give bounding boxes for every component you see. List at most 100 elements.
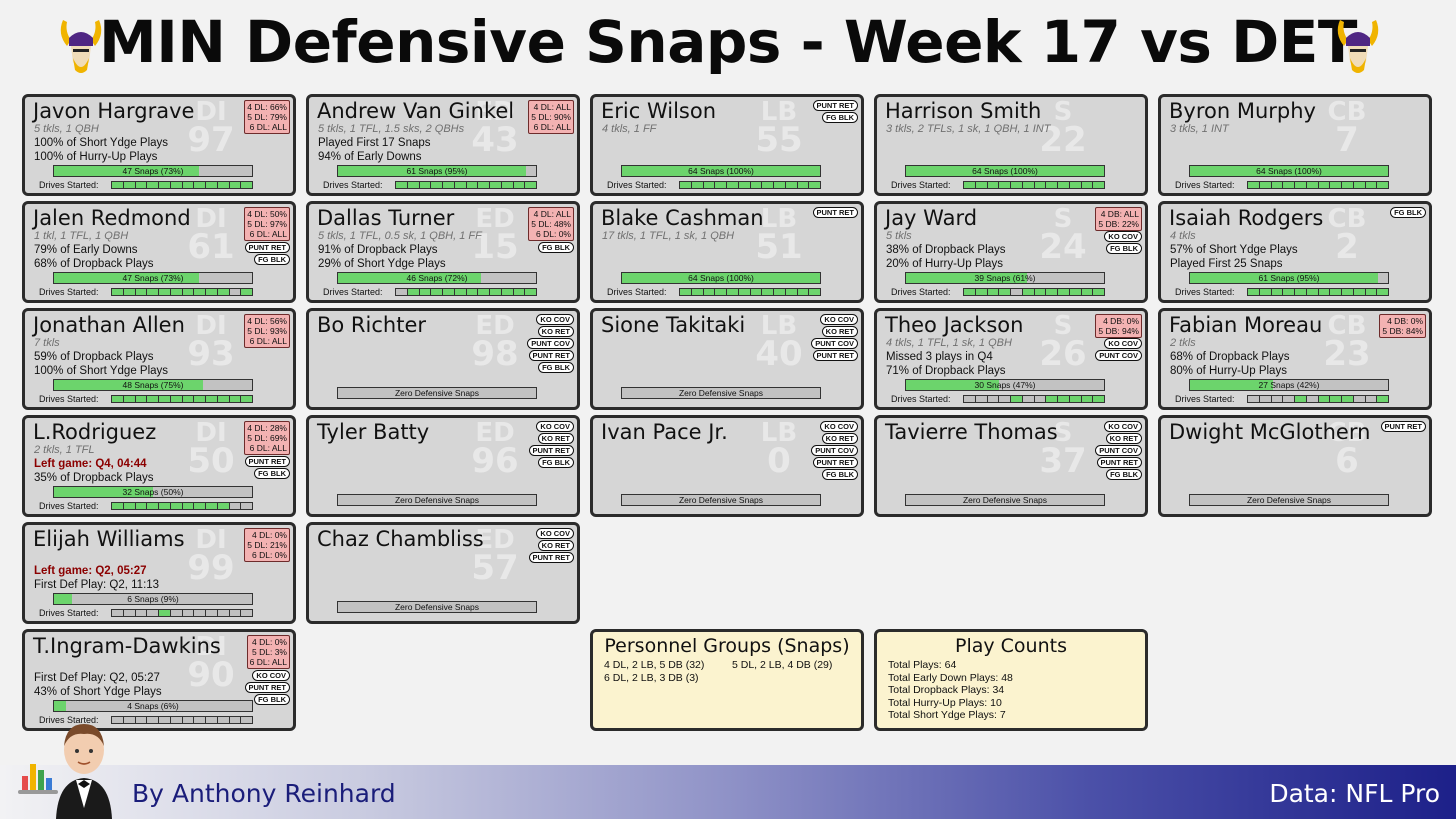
player-card: LB 55 Eric Wilson 4 tkls, 1 FF PUNT RET FG BL… — [590, 94, 864, 196]
drives-started-track — [1247, 288, 1389, 296]
jersey-watermark: S 37 — [1033, 420, 1093, 478]
player-name: Andrew Van Ginkel — [317, 99, 515, 123]
drive-segment — [206, 289, 218, 295]
play-counts-panel: Play Counts Total Plays: 64 Total Early … — [874, 629, 1148, 731]
position-watermark: LB — [760, 204, 798, 234]
snap-bar-fill — [54, 487, 153, 497]
player-stats: 4 tkls, 1 FF — [602, 123, 657, 135]
drive-segment — [691, 182, 704, 188]
play-count-item: Total Plays: 64 — [888, 659, 957, 671]
jersey-watermark: S 22 — [1033, 99, 1093, 157]
drive-segment — [785, 289, 798, 295]
special-teams-tag: PUNT RET — [528, 350, 574, 361]
player-card: ED 15 Dallas Turner 5 tkls, 1 TFL, 0.5 sk, … — [306, 201, 580, 303]
data-source: Data: NFL Pro — [1269, 779, 1440, 808]
drive-segment — [1330, 182, 1342, 188]
jersey-number: 90 — [187, 655, 235, 695]
player-card: DI 97 Javon Hargrave 5 tkls, 1 QBH 100% of S… — [22, 94, 296, 196]
special-teams-tag: PUNT RET — [1096, 457, 1142, 468]
drive-segment — [1377, 182, 1388, 188]
alignment-pct-box: 4 DL: 0% 5 DL: 21% 6 DL: 0% — [244, 528, 290, 562]
usage-note: Left game: Q4, 04:44 — [34, 458, 147, 470]
player-name: Bo Richter — [317, 313, 426, 337]
drives-started-track — [395, 181, 537, 189]
drive-segment — [194, 717, 206, 723]
drive-segment — [159, 503, 171, 509]
snap-count-label: Zero Defensive Snaps — [394, 495, 480, 505]
snap-bar: Zero Defensive Snaps — [337, 494, 537, 506]
snap-bar: 64 Snaps (100%) — [621, 165, 821, 177]
drive-segment — [443, 182, 455, 188]
drives-started-label: Drives Started: — [39, 501, 99, 511]
drive-segment — [182, 503, 195, 509]
drive-segment — [1046, 396, 1058, 402]
drive-segment — [147, 289, 159, 295]
usage-note: 38% of Dropback Plays — [886, 244, 1006, 256]
special-teams-tags: KO COV KO RET PUNT COV PUNT RET — [811, 314, 858, 361]
drives-started-label: Drives Started: — [891, 394, 951, 404]
jersey-watermark: ED 98 — [465, 313, 525, 371]
drive-segment — [999, 396, 1011, 402]
player-name: Sione Takitaki — [601, 313, 746, 337]
vikings-logo-icon — [60, 20, 102, 73]
drive-segment — [964, 289, 976, 295]
jersey-number: 0 — [767, 441, 791, 481]
drive-segment — [170, 503, 183, 509]
snap-bar: 30 Snaps (47%) — [905, 379, 1105, 391]
position-watermark: LB — [760, 418, 798, 448]
drive-segment — [419, 182, 432, 188]
drive-segment — [727, 289, 739, 295]
usage-note: First Def Play: Q2, 05:27 — [34, 672, 160, 684]
drives-started-track — [111, 502, 253, 510]
alignment-pct-box: 4 DL: ALL 5 DL: 48% 6 DL: 0% — [528, 207, 574, 241]
drive-segment — [431, 289, 443, 295]
position-watermark: CB — [1327, 311, 1367, 341]
drives-started-track — [963, 395, 1105, 403]
drive-segment — [135, 717, 148, 723]
drive-segment — [217, 503, 230, 509]
special-teams-tag: PUNT RET — [244, 456, 290, 467]
player-stats: 2 tkls — [1170, 337, 1196, 349]
drive-segment — [241, 717, 252, 723]
position-watermark: S — [1053, 418, 1073, 448]
special-teams-tag: PUNT RET — [528, 445, 574, 456]
drives-started-track — [111, 395, 253, 403]
drive-segment — [501, 182, 514, 188]
snap-bar: 6 Snaps (9%) — [53, 593, 253, 605]
snap-bar: Zero Defensive Snaps — [337, 601, 537, 613]
player-card: ED 57 Chaz Chambliss KO COV KO RET PUNT RET Ze… — [306, 522, 580, 624]
snap-bar: 64 Snaps (100%) — [1189, 165, 1389, 177]
jersey-number: 93 — [187, 334, 235, 374]
drive-segment — [1046, 289, 1058, 295]
drive-segment — [1283, 396, 1295, 402]
drive-segment — [738, 182, 751, 188]
drive-segment — [1058, 289, 1070, 295]
drive-segment — [1248, 182, 1260, 188]
player-card: CB 2 Isaiah Rodgers 4 tkls 57% of Short Ydge… — [1158, 201, 1432, 303]
snap-count-label: 64 Snaps (100%) — [688, 273, 754, 283]
drive-segment — [987, 182, 1000, 188]
drives-started-label: Drives Started: — [607, 180, 667, 190]
player-card: LB 51 Blake Cashman 17 tkls, 1 TFL, 1 sk, 1… — [590, 201, 864, 303]
special-teams-tag: FG BLK — [538, 242, 574, 253]
special-teams-tag: KO COV — [820, 314, 858, 325]
player-card: CB 7 Byron Murphy 3 tkls, 1 INT 64 Snaps (10… — [1158, 94, 1432, 196]
drives-started-label: Drives Started: — [323, 287, 383, 297]
usage-note: Left game: Q2, 05:27 — [34, 565, 147, 577]
special-teams-tag: FG BLK — [822, 112, 858, 123]
player-name: Javon Hargrave — [33, 99, 195, 123]
position-watermark: CB — [1327, 204, 1367, 234]
jersey-watermark: LB 51 — [749, 206, 809, 264]
drive-segment — [809, 182, 820, 188]
special-teams-tag: KO COV — [820, 421, 858, 432]
drive-segment — [1271, 396, 1284, 402]
drive-segment — [454, 182, 467, 188]
special-teams-tags: PUNT RET — [1380, 421, 1426, 432]
drive-segment — [715, 289, 727, 295]
alignment-pct-box: 4 DL: 28% 5 DL: 69% 6 DL: ALL — [244, 421, 290, 455]
drive-segment — [241, 503, 252, 509]
drive-segment — [501, 289, 514, 295]
drive-segment — [1330, 396, 1342, 402]
drive-segment — [443, 289, 455, 295]
